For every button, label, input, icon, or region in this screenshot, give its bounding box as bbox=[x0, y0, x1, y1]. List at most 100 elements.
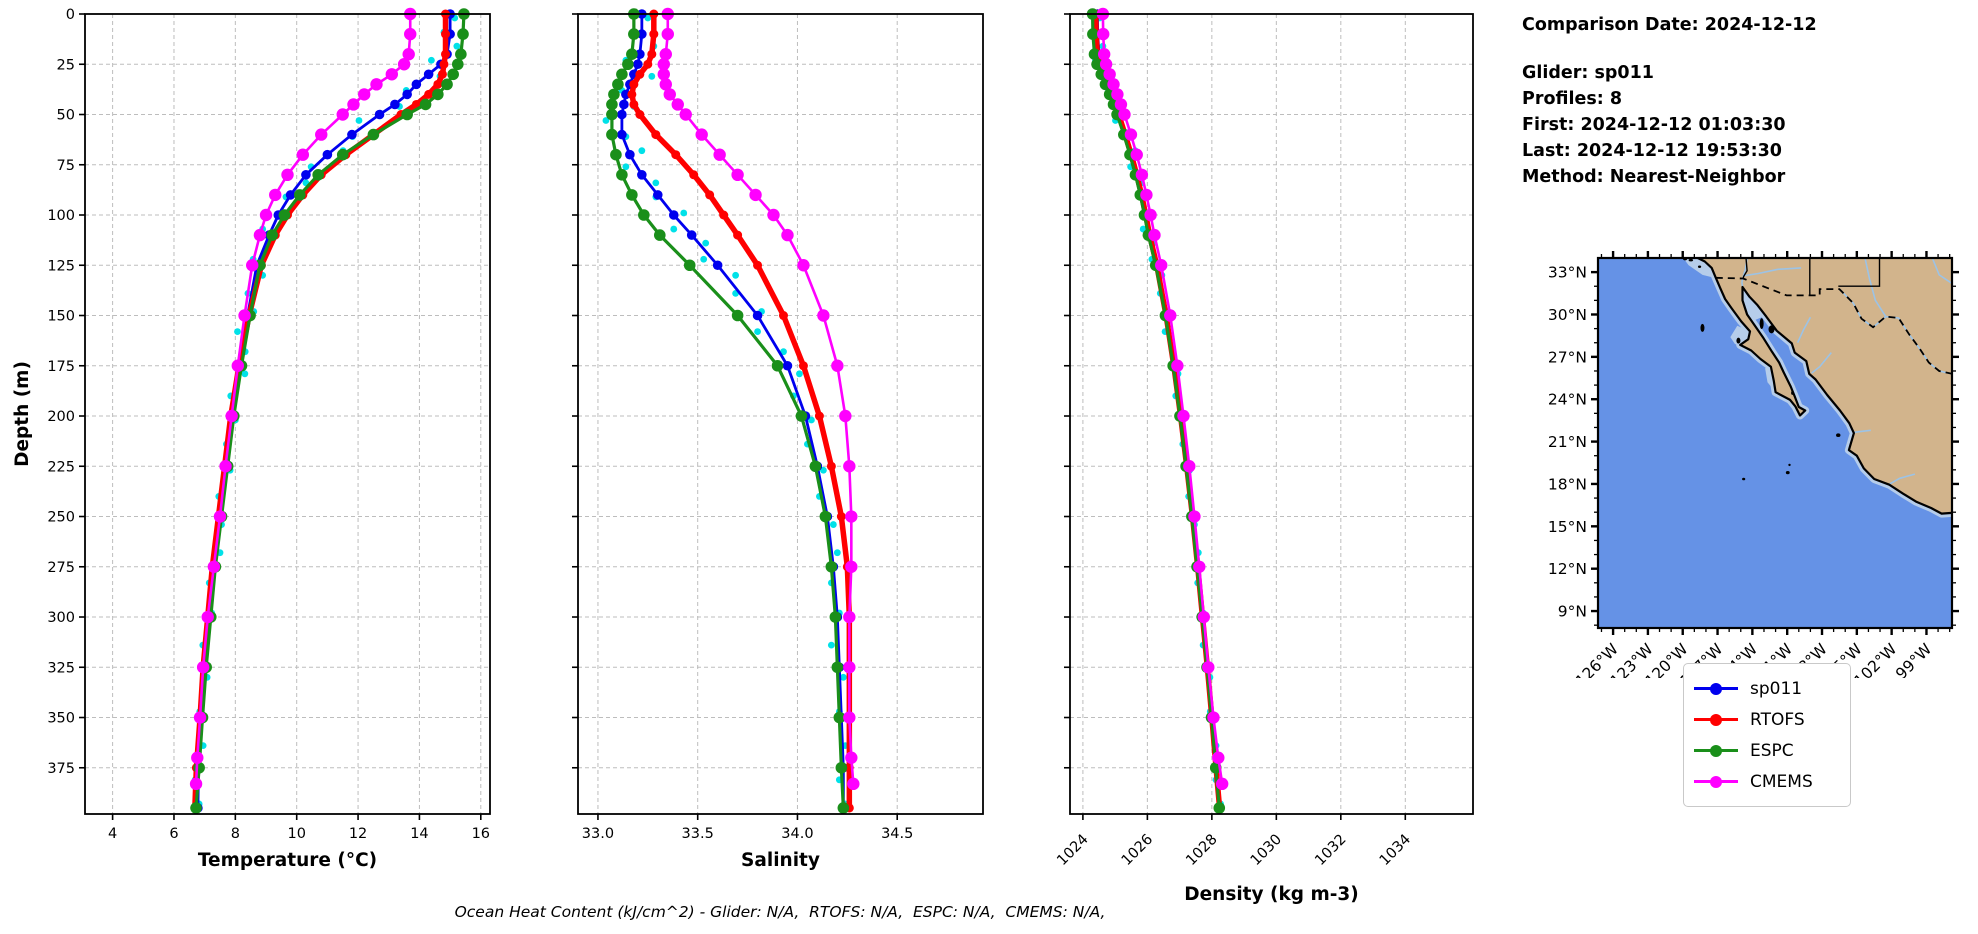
svg-text:0: 0 bbox=[66, 7, 75, 23]
info-spacer bbox=[1522, 38, 1962, 60]
svg-text:1028: 1028 bbox=[1183, 832, 1220, 869]
panel-density: 1024 1026 1028 1030 1032 1034 Density (kg m-3) bbox=[1054, 7, 1474, 905]
island bbox=[1788, 463, 1791, 467]
island bbox=[1688, 258, 1694, 262]
map-canvas: 33°N30°N27°N24°N21°N18°N15°N12°N9°N126°W… bbox=[1548, 251, 1959, 678]
river bbox=[1864, 258, 1887, 318]
legend-marker-icon bbox=[1710, 775, 1722, 788]
y-axis-label: Depth (m) bbox=[12, 361, 33, 467]
map-lat-label: 21°N bbox=[1548, 433, 1587, 451]
legend-item-rtofs: RTOFS bbox=[1694, 704, 1838, 735]
svg-text:225: 225 bbox=[47, 459, 75, 475]
river bbox=[1888, 473, 1916, 485]
map-lat-label: 24°N bbox=[1548, 391, 1587, 409]
info-line: Method: Nearest-Neighbor bbox=[1522, 167, 1786, 187]
series-ESPC-salinity bbox=[606, 8, 850, 814]
map-lat-label: 15°N bbox=[1548, 518, 1587, 536]
legend-label: RTOFS bbox=[1750, 709, 1805, 730]
svg-text:375: 375 bbox=[47, 761, 75, 777]
svg-text:175: 175 bbox=[47, 359, 75, 375]
svg-text:275: 275 bbox=[47, 560, 75, 576]
info-line: Profiles: 8 bbox=[1522, 89, 1623, 109]
grid-temperature bbox=[85, 14, 490, 814]
svg-text:34.5: 34.5 bbox=[881, 826, 913, 842]
x-axis-density: 1024 1026 1028 1030 1032 1034 Density (kg m-3) bbox=[1054, 814, 1414, 905]
x-axis-temperature: 4 6 8 10 12 14 16 Temperature (°C) bbox=[108, 814, 490, 871]
legend-swatch-cmems bbox=[1694, 775, 1738, 789]
svg-text:1024: 1024 bbox=[1054, 832, 1091, 869]
svg-text:8: 8 bbox=[231, 826, 240, 842]
y-axis-salinity bbox=[572, 13, 578, 769]
svg-text:125: 125 bbox=[47, 258, 75, 274]
grid-density bbox=[1070, 14, 1473, 814]
svg-text:300: 300 bbox=[47, 610, 75, 626]
panel-salinity: 33.0 33.5 34.0 34.5 Salinity bbox=[572, 7, 984, 871]
info-line: Comparison Date: 2024-12-12 bbox=[1522, 15, 1817, 35]
series-RTOFS-density bbox=[1091, 9, 1225, 813]
x-axis-salinity: 33.0 33.5 34.0 34.5 Salinity bbox=[582, 814, 913, 871]
series-sp011-density bbox=[1092, 9, 1225, 813]
svg-text:33.5: 33.5 bbox=[682, 826, 714, 842]
legend: sp011 RTOFS ESPC CMEMS bbox=[1683, 663, 1851, 807]
legend-swatch-sp011 bbox=[1694, 682, 1738, 696]
svg-text:12: 12 bbox=[349, 826, 367, 842]
glider-raw-profiles-density bbox=[1091, 14, 1224, 808]
series-CMEMS-salinity bbox=[657, 7, 860, 791]
svg-text:250: 250 bbox=[47, 510, 75, 526]
island bbox=[1836, 433, 1841, 438]
svg-text:1032: 1032 bbox=[1312, 832, 1349, 869]
coastline bbox=[1697, 258, 1952, 515]
legend-label: CMEMS bbox=[1750, 771, 1813, 792]
info-line: Last: 2024-12-12 19:53:30 bbox=[1522, 141, 1782, 161]
legend-item-cmems: CMEMS bbox=[1694, 766, 1838, 797]
series-RTOFS-salinity bbox=[627, 9, 854, 813]
river bbox=[1796, 316, 1812, 344]
state-border bbox=[1838, 258, 1881, 287]
map-lat-label: 12°N bbox=[1548, 560, 1587, 578]
legend-marker-icon bbox=[1710, 713, 1722, 726]
legend-marker-icon bbox=[1710, 682, 1722, 695]
axes-frame-density bbox=[1069, 13, 1474, 815]
grid-salinity bbox=[578, 14, 983, 814]
x-axis-label-salinity: Salinity bbox=[741, 850, 820, 871]
map-lat-label: 18°N bbox=[1548, 475, 1587, 493]
y-axis-density bbox=[1064, 13, 1070, 769]
river bbox=[1931, 258, 1952, 285]
international-border bbox=[1715, 276, 1952, 375]
panel-temperature: 4 6 8 10 12 14 16 Temperature (°C) 0 25 50 75 100 125… bbox=[12, 7, 491, 871]
series-CMEMS-density bbox=[1096, 7, 1229, 791]
legend-swatch-rtofs bbox=[1694, 713, 1738, 727]
ocean-heat-content-caption: Ocean Heat Content (kJ/cm^2) - Glider: N… bbox=[454, 903, 1106, 921]
island bbox=[1700, 323, 1705, 332]
svg-text:350: 350 bbox=[47, 711, 75, 727]
axes-frame-temperature bbox=[84, 13, 491, 815]
legend-swatch-espc bbox=[1694, 744, 1738, 758]
state-border bbox=[1742, 258, 1748, 279]
island bbox=[1759, 318, 1764, 330]
legend-marker-icon bbox=[1710, 744, 1722, 757]
svg-text:34.0: 34.0 bbox=[781, 826, 813, 842]
series-ESPC-density bbox=[1086, 8, 1226, 814]
info-line: Glider: sp011 bbox=[1522, 63, 1654, 83]
info-line: First: 2024-12-12 01:03:30 bbox=[1522, 115, 1786, 135]
river bbox=[1838, 288, 1952, 375]
svg-text:1030: 1030 bbox=[1248, 832, 1285, 869]
river bbox=[1853, 429, 1871, 434]
svg-text:75: 75 bbox=[57, 158, 75, 174]
map-lat-label: 30°N bbox=[1548, 306, 1587, 324]
svg-text:1034: 1034 bbox=[1377, 832, 1414, 869]
info-block: Comparison Date: 2024-12-12 Glider: sp011… bbox=[1522, 12, 1962, 190]
glider-raw-profiles-salinity bbox=[602, 14, 849, 808]
map-lat-label: 33°N bbox=[1548, 264, 1587, 282]
island bbox=[1785, 471, 1790, 475]
svg-text:150: 150 bbox=[47, 309, 75, 325]
svg-text:200: 200 bbox=[47, 409, 75, 425]
svg-text:16: 16 bbox=[472, 826, 490, 842]
svg-text:50: 50 bbox=[57, 108, 75, 124]
svg-text:14: 14 bbox=[410, 826, 428, 842]
svg-text:4: 4 bbox=[108, 826, 117, 842]
svg-text:33.0: 33.0 bbox=[582, 826, 614, 842]
svg-text:25: 25 bbox=[57, 57, 75, 73]
